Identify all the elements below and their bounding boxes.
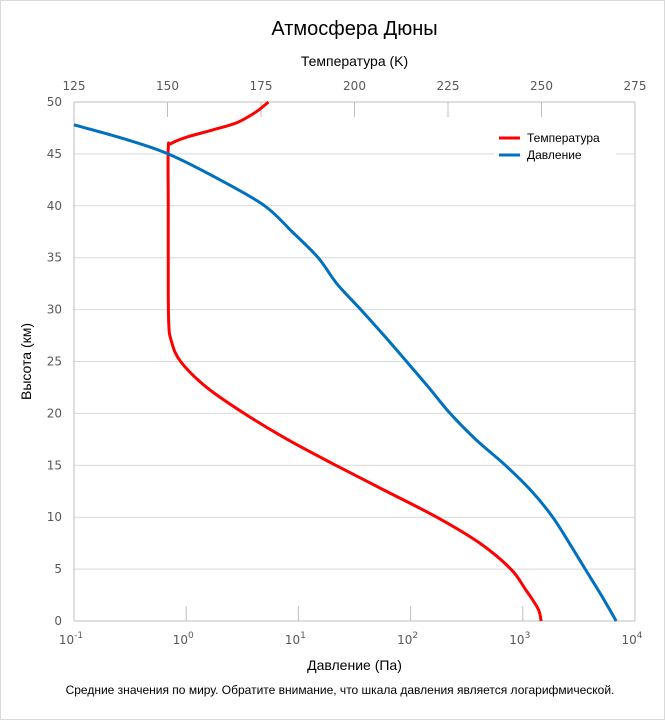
top-axis-tick-label: 125: [63, 79, 86, 93]
pressure-line: [73, 123, 618, 622]
bottom-axis-title: Давление (Па): [307, 657, 402, 673]
bottom-axis-tick-label: 102: [397, 631, 418, 647]
y-tick-label: 0: [54, 614, 62, 628]
top-axis-tick-label: 225: [437, 79, 460, 93]
top-axis-tick-label: 275: [624, 79, 647, 93]
bottom-axis-tick-label: 100: [173, 631, 194, 647]
y-tick-label: 15: [47, 458, 62, 472]
top-axis-tick-label: 150: [156, 79, 179, 93]
tick-exponent: 0: [188, 631, 194, 641]
bottom-axis-tick-label: 101: [285, 631, 306, 647]
tick-exponent: 3: [525, 631, 531, 641]
legend: Температура Давление: [494, 129, 616, 167]
tick-exponent: -1: [74, 631, 83, 641]
y-tick-label: 20: [47, 406, 62, 420]
y-tick-label: 50: [47, 95, 62, 109]
tick-exponent: 4: [637, 631, 643, 641]
y-tick-label: 25: [47, 355, 62, 369]
chart-caption: Средние значения по миру. Обратите внима…: [66, 683, 615, 697]
y-tick-label: 30: [47, 303, 62, 317]
tick-base: 10: [59, 633, 74, 647]
tick-exponent: 1: [300, 631, 306, 641]
tick-base: 10: [285, 633, 300, 647]
chart-title: Атмосфера Дюны: [271, 18, 437, 40]
y-tick-label: 5: [54, 562, 62, 576]
gridlines: [74, 153, 635, 570]
tick-exponent: 2: [412, 631, 418, 641]
series: [73, 100, 618, 622]
y-tick-label: 35: [47, 251, 62, 265]
tick-base: 10: [173, 633, 188, 647]
y-tick-label: 45: [47, 147, 62, 161]
y-tick-label: 40: [47, 199, 62, 213]
top-axis-tick-label: 200: [343, 79, 366, 93]
temperature-line: [166, 100, 543, 622]
bottom-axis-tick-label: 103: [509, 631, 530, 647]
tick-base: 10: [509, 633, 524, 647]
top-axis-tick-label: 250: [530, 79, 553, 93]
top-axis-title: Температура (K): [301, 53, 408, 69]
y-axis-title: Высота (км): [18, 323, 34, 400]
legend-label: Давление: [527, 148, 582, 162]
bottom-axis-tick-label: 10-1: [59, 631, 83, 647]
axes: [73, 101, 636, 622]
y-tick-label: 10: [47, 510, 62, 524]
top-axis-tick-label: 175: [250, 79, 273, 93]
legend-background: [494, 129, 616, 167]
bottom-axis-tick-label: 104: [621, 631, 642, 647]
tick-base: 10: [397, 633, 412, 647]
tick-base: 10: [621, 633, 636, 647]
legend-label: Температура: [527, 131, 600, 145]
